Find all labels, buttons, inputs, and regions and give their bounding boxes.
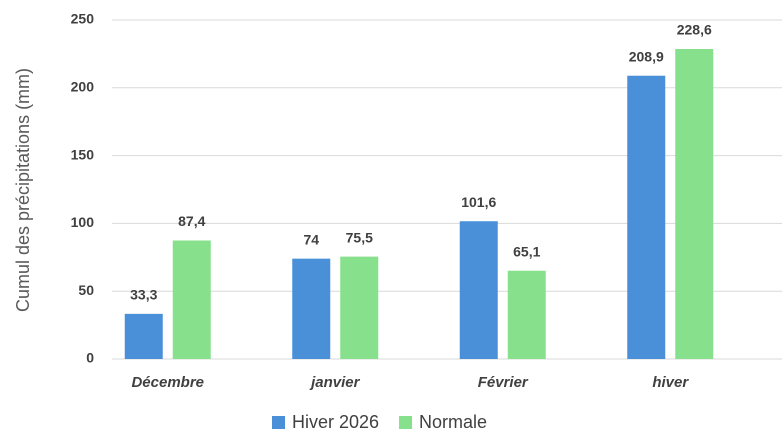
x-tick-label: Décembre	[131, 374, 204, 391]
bar	[292, 258, 331, 359]
data-label: 65,1	[513, 243, 540, 259]
y-tick-label: 250	[71, 11, 95, 27]
bar	[340, 256, 379, 359]
legend-swatch	[399, 416, 413, 429]
x-tick-label: janvier	[309, 374, 361, 391]
bar	[507, 270, 546, 359]
y-tick-label: 50	[78, 282, 94, 298]
data-label: 87,4	[178, 213, 205, 229]
bar	[675, 49, 714, 359]
bar	[459, 221, 498, 359]
legend-label: Hiver 2026	[292, 412, 379, 432]
legend-swatch	[272, 416, 285, 429]
data-label: 74	[303, 231, 319, 247]
data-label: 33,3	[130, 287, 157, 303]
data-label: 101,6	[461, 194, 496, 210]
y-tick-label: 200	[71, 79, 95, 95]
y-tick-label: 100	[71, 214, 95, 230]
x-tick-label: hiver	[652, 374, 689, 391]
bar	[627, 75, 666, 359]
bar	[124, 313, 163, 359]
x-tick-label: Février	[478, 374, 529, 391]
y-tick-label: 150	[71, 146, 95, 162]
bar	[172, 240, 211, 359]
legend-label: Normale	[419, 412, 487, 432]
y-axis-label: Cumul des précipitations (mm)	[13, 68, 33, 312]
y-tick-label: 0	[86, 350, 94, 366]
data-label: 75,5	[346, 229, 373, 245]
data-label: 228,6	[677, 22, 712, 38]
data-label: 208,9	[629, 48, 664, 64]
